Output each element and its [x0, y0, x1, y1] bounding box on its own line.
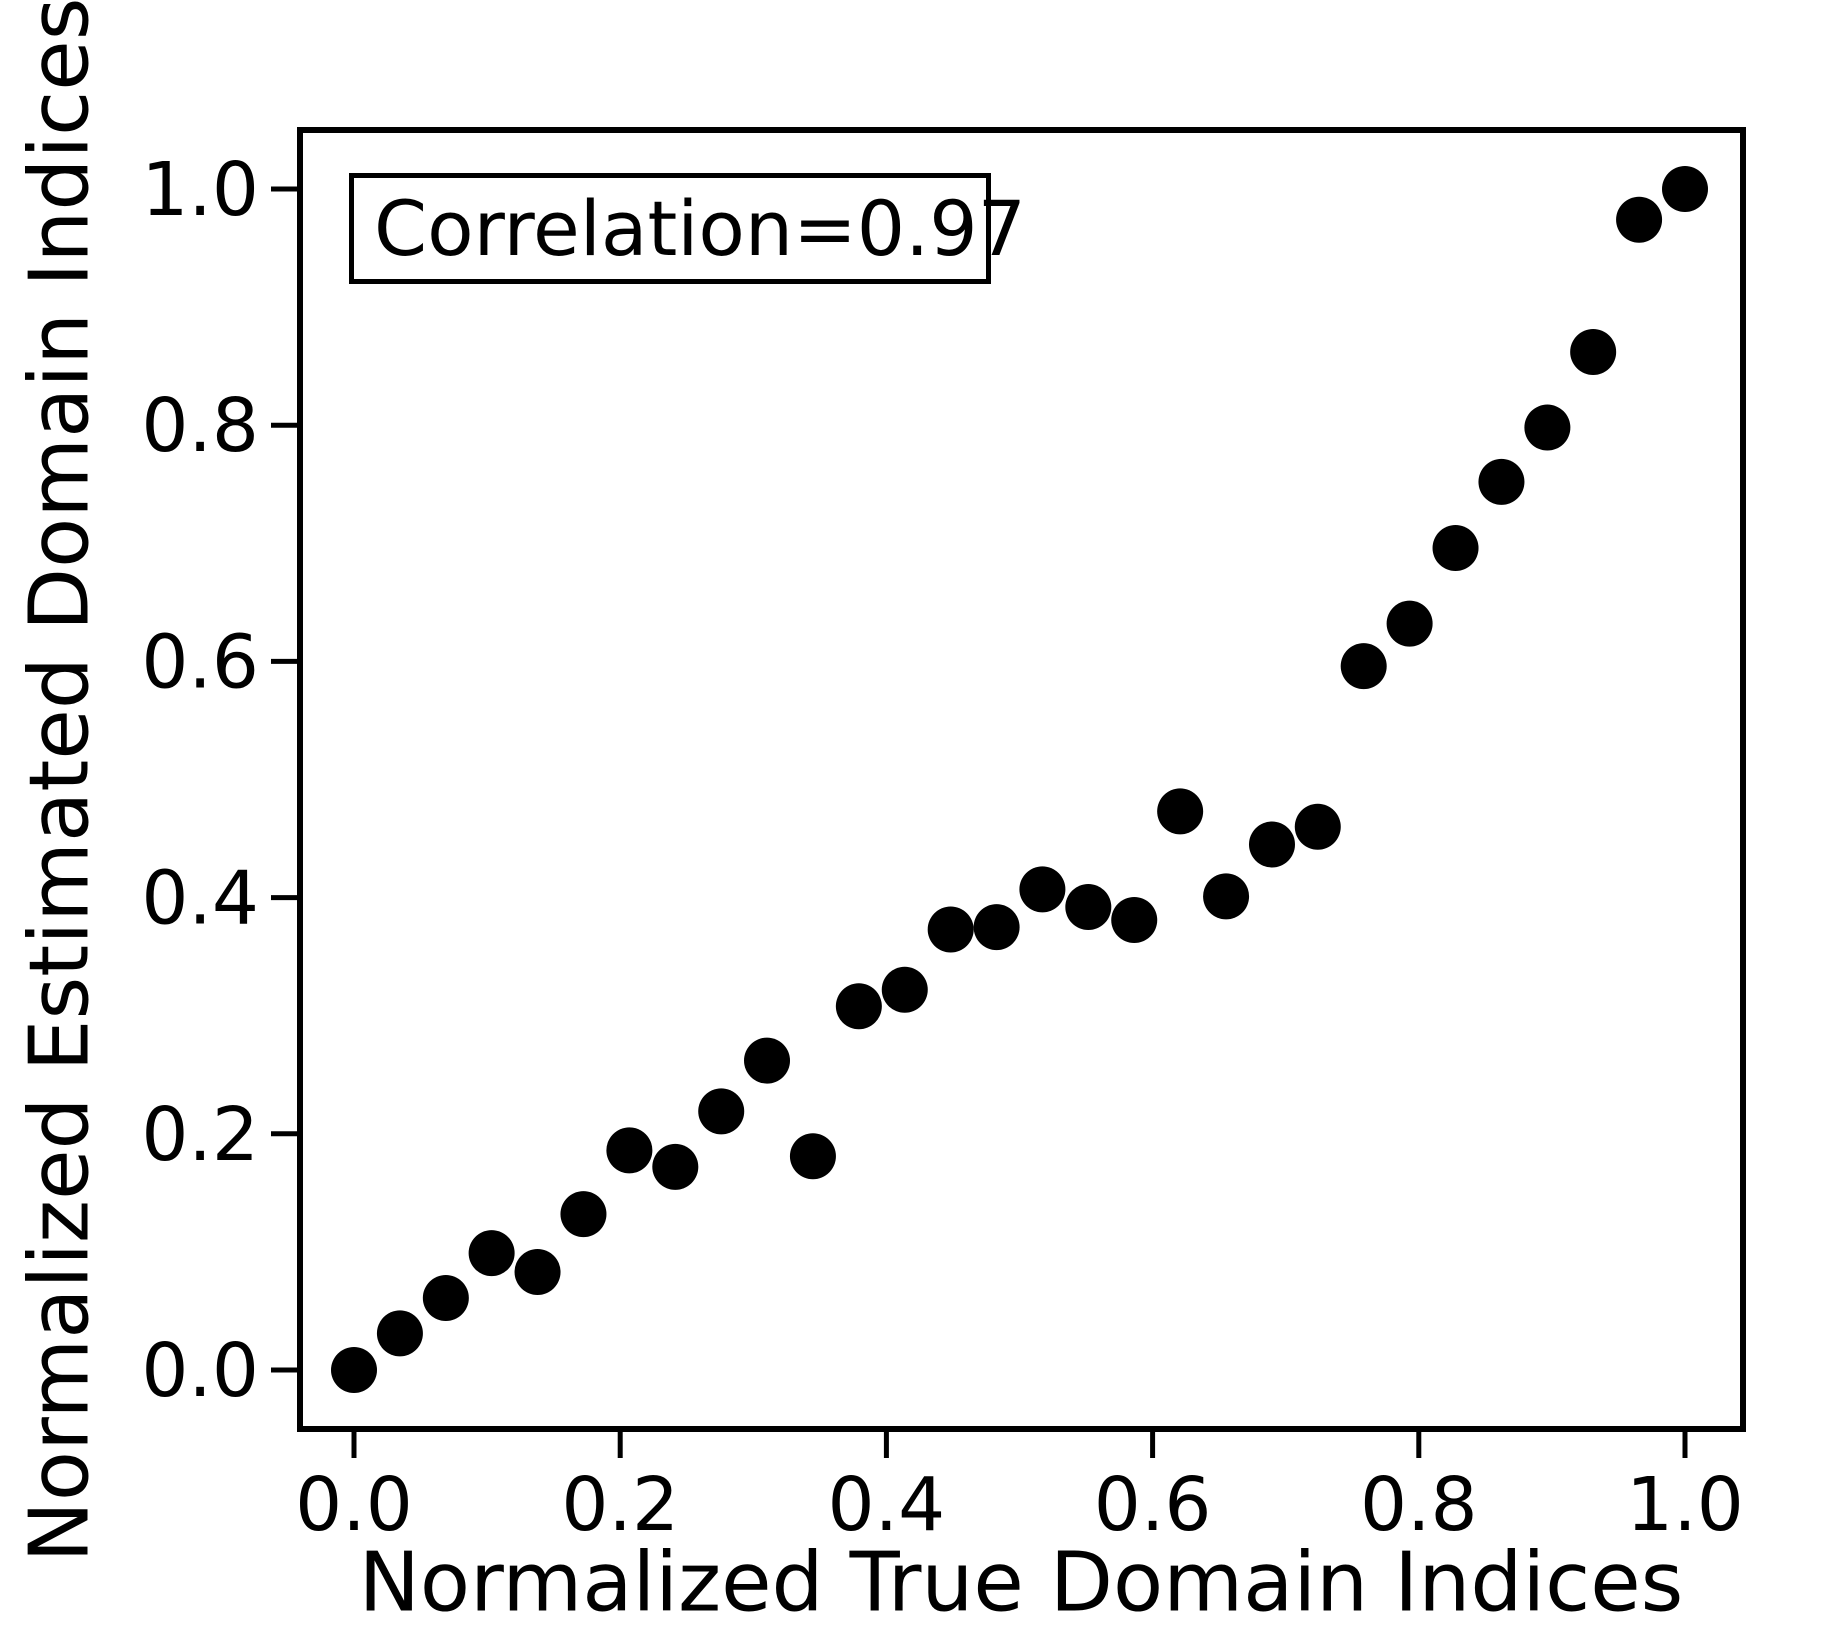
data-point — [1662, 166, 1708, 212]
data-point — [1019, 866, 1066, 913]
y-axis-label: Normalized Estimated Domain Indices — [12, 0, 108, 1563]
data-point — [1203, 873, 1250, 920]
data-point — [744, 1037, 791, 1084]
correlation-annotation-text: Correlation=0.97 — [374, 184, 1026, 273]
x-tick-label: 0.4 — [828, 1462, 946, 1548]
x-tick-label: 0.8 — [1360, 1462, 1478, 1548]
data-point — [1111, 897, 1158, 944]
data-point — [973, 904, 1020, 951]
data-point — [835, 983, 882, 1030]
data-point — [331, 1347, 377, 1393]
x-tick-label: 0.2 — [561, 1462, 679, 1548]
y-tick-label: 0.6 — [141, 619, 259, 705]
data-point — [698, 1088, 745, 1135]
data-point — [881, 966, 928, 1013]
x-tick-label: 0.0 — [295, 1462, 413, 1548]
data-point — [927, 906, 974, 953]
data-point — [1478, 458, 1525, 505]
data-point — [1248, 821, 1295, 868]
data-point — [560, 1191, 607, 1238]
x-tick-label: 1.0 — [1626, 1462, 1744, 1548]
data-point — [789, 1133, 836, 1180]
data-point — [1065, 884, 1112, 931]
data-point — [1570, 328, 1617, 375]
correlation-annotation-box: Correlation=0.97 — [349, 173, 1026, 284]
y-tick-label: 0.4 — [141, 856, 259, 942]
y-tick-label: 0.2 — [141, 1092, 259, 1178]
plot-frame — [297, 127, 1746, 1432]
data-point — [1340, 643, 1387, 690]
data-point — [1157, 788, 1204, 835]
data-point — [468, 1230, 515, 1277]
data-point — [1432, 525, 1479, 572]
y-tick-label: 1.0 — [141, 147, 259, 233]
y-tick-label: 0.8 — [141, 383, 259, 469]
data-point — [1616, 196, 1663, 243]
y-tick-label: 0.0 — [141, 1328, 259, 1414]
data-point — [514, 1248, 561, 1295]
data-point — [606, 1127, 653, 1174]
x-axis-label: Normalized True Domain Indices — [358, 1535, 1684, 1631]
x-tick-label: 0.6 — [1094, 1462, 1212, 1548]
data-point — [1524, 404, 1571, 451]
data-point — [422, 1274, 469, 1321]
data-point — [1294, 803, 1341, 850]
data-point — [652, 1143, 699, 1190]
data-point — [376, 1310, 423, 1357]
data-point — [1386, 600, 1433, 647]
